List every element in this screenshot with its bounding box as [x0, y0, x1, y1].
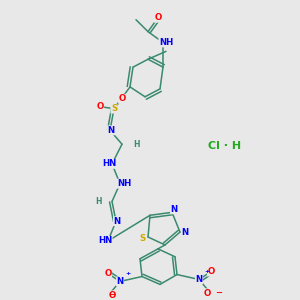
Text: H: H: [95, 197, 101, 206]
Text: S: S: [111, 104, 117, 113]
Text: +: +: [125, 271, 130, 275]
Text: N: N: [170, 205, 178, 214]
Text: N: N: [182, 228, 189, 237]
Text: O: O: [104, 269, 112, 278]
Text: NH: NH: [117, 179, 131, 188]
Text: N: N: [107, 126, 115, 135]
Text: O: O: [108, 291, 116, 300]
Text: O: O: [118, 94, 126, 103]
Text: HN: HN: [102, 159, 116, 168]
Text: O: O: [154, 13, 162, 22]
Text: H: H: [133, 140, 139, 149]
Text: S: S: [140, 235, 146, 244]
Text: Cl · H: Cl · H: [208, 141, 242, 151]
Text: O: O: [203, 289, 211, 298]
Text: N: N: [116, 277, 124, 286]
Text: N: N: [113, 217, 121, 226]
Text: NH: NH: [159, 38, 173, 47]
Text: O: O: [207, 267, 214, 276]
Text: +: +: [204, 268, 209, 274]
Text: O: O: [96, 102, 103, 111]
Text: N: N: [195, 275, 203, 284]
Text: −: −: [108, 290, 115, 299]
Text: HN: HN: [98, 236, 112, 245]
Text: −: −: [215, 288, 222, 297]
